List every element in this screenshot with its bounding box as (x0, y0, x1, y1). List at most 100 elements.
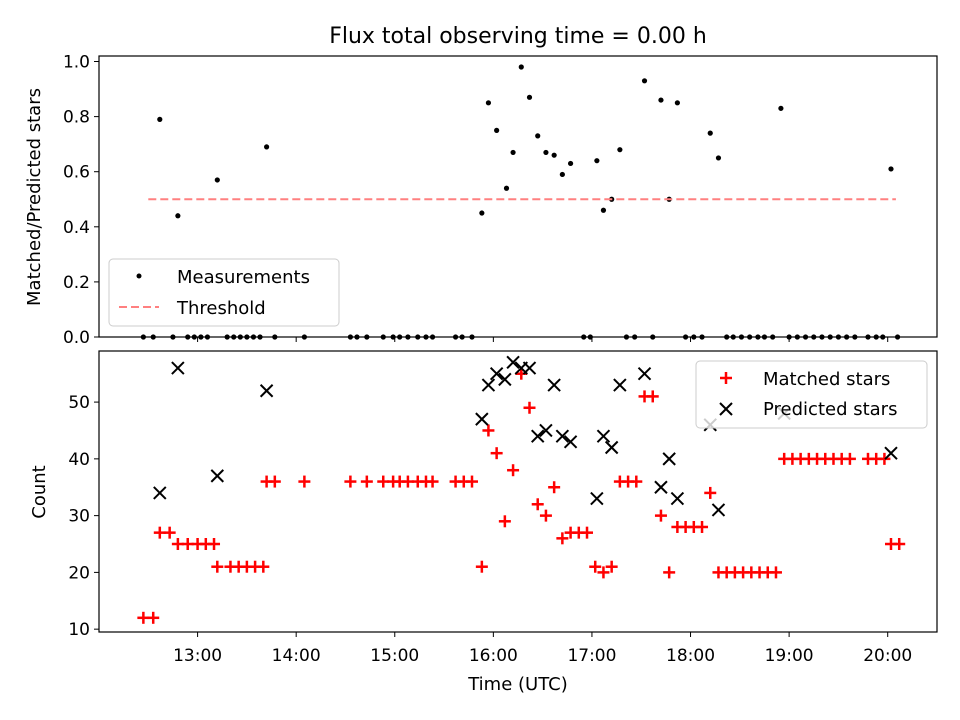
bottom-plot-area: 10 20 30 40 50 13:00 14:00 15:00 16:00 17:00 18:00… (68, 355, 912, 666)
top-y-tick-label: 0.6 (63, 163, 90, 183)
matched-stars-point (704, 486, 717, 499)
predicted-stars-point (613, 378, 627, 392)
predicted-stars-point (539, 423, 553, 438)
predicted-stars-point (547, 378, 561, 392)
predicted-stars-point (506, 355, 520, 370)
measurements-point (543, 149, 549, 156)
x-tick-label: 19:00 (765, 646, 814, 666)
measurements-point (526, 94, 533, 100)
predicted-stars-point (171, 361, 185, 375)
predicted-stars-point (604, 440, 619, 455)
matched-stars-point (298, 475, 311, 488)
matched-stars-point (605, 560, 618, 573)
predicted-stars-point (522, 361, 537, 375)
matched-stars-point (465, 475, 478, 488)
predicted-stars-point (563, 435, 578, 449)
measurements-point (600, 207, 607, 213)
matched-stars-point (268, 475, 281, 488)
matched-stars-point (696, 520, 709, 533)
matched-stars-point (211, 560, 224, 573)
measurements-point (715, 155, 722, 161)
measurements-point (617, 147, 623, 153)
x-axis-label: Time (UTC) (467, 674, 568, 695)
bottom-y-tick-label: 50 (68, 393, 90, 413)
top-legend-box (108, 258, 340, 327)
measurements-point (778, 105, 784, 111)
matched-stars-point (475, 560, 488, 573)
legend-measurements-marker (136, 273, 142, 279)
predicted-stars-point (596, 429, 611, 443)
matched-stars-point (548, 481, 561, 494)
matched-stars-point (147, 611, 160, 624)
legend-matched-marker (720, 372, 732, 384)
predicted-stars-point (481, 378, 496, 392)
bottom-y-axis-label: Count (29, 465, 50, 518)
predicted-stars-point (475, 412, 489, 426)
predicted-stars-point (884, 446, 898, 460)
predicted-stars-point (662, 452, 676, 466)
measurements-point (518, 64, 524, 70)
predicted-stars-point (498, 372, 512, 387)
predicted-stars-point (670, 491, 685, 506)
predicted-stars-point (711, 503, 726, 517)
bottom-y-tick-label: 20 (68, 563, 90, 583)
measurements-point (494, 127, 500, 133)
top-y-tick-label: 0.0 (63, 328, 90, 348)
chart-title: Flux total observing time = 0.00 h (329, 24, 707, 49)
legend-predicted-marker (719, 402, 733, 416)
matched-stars-point (539, 509, 552, 522)
x-tick-label: 16:00 (469, 646, 518, 666)
measurements-point (535, 133, 541, 139)
matched-stars-point (507, 464, 520, 477)
measurements-point (503, 185, 510, 191)
bottom-axes-frame (98, 350, 938, 633)
predicted-stars-point (555, 429, 570, 443)
matched-stars-point (360, 475, 373, 488)
top-y-tick-label: 0.4 (63, 218, 90, 238)
matched-stars-point (257, 560, 270, 573)
x-tick-label: 20:00 (863, 646, 912, 666)
measurements-point (175, 213, 181, 219)
measurements-point (707, 130, 713, 136)
x-tick-label: 13:00 (173, 646, 222, 666)
bottom-panel: 10 20 30 40 50 13:00 14:00 15:00 16:00 17:00 18:00… (29, 350, 938, 695)
measurements-point (510, 149, 516, 156)
measurements-point (264, 144, 270, 150)
matched-stars-point (482, 424, 495, 437)
bottom-legend: Matched stars Predicted stars (695, 360, 928, 429)
matched-stars-point (597, 566, 610, 579)
measurements-point (674, 100, 680, 106)
bottom-y-tick-label: 30 (68, 507, 90, 527)
predicted-stars-point (153, 486, 167, 500)
measurements-point (479, 210, 485, 216)
matched-stars-point (646, 390, 659, 403)
measurements-point (214, 177, 220, 183)
measurements-point (888, 166, 894, 172)
predicted-stars-point (654, 480, 668, 494)
matched-stars-point (515, 367, 528, 380)
top-plot-area: 0.0 0.2 0.4 0.6 0.8 1.0 (63, 53, 901, 348)
matched-stars-point (581, 526, 594, 539)
measurements-point (658, 97, 664, 103)
measurements-point (641, 78, 648, 84)
matched-stars-point (893, 538, 906, 551)
predicted-stars-point (489, 366, 504, 381)
matched-stars-point (589, 560, 602, 573)
matched-stars-point (843, 452, 856, 465)
x-tick-label: 14:00 (272, 646, 321, 666)
predicted-stars-point (637, 366, 652, 381)
predicted-stars-point (531, 429, 545, 443)
measurements-point (157, 116, 163, 122)
legend-predicted-label: Predicted stars (763, 399, 897, 420)
matched-stars-point (163, 526, 176, 539)
top-y-tick-label: 0.2 (63, 273, 90, 293)
x-tick-label: 18:00 (666, 646, 715, 666)
matched-stars-point (769, 566, 782, 579)
top-axes-frame (98, 55, 938, 338)
matched-stars-point (878, 452, 891, 465)
matched-stars-point (426, 475, 439, 488)
predicted-stars-point (259, 384, 274, 398)
predicted-stars-point (210, 469, 225, 483)
measurements-point (567, 160, 574, 167)
